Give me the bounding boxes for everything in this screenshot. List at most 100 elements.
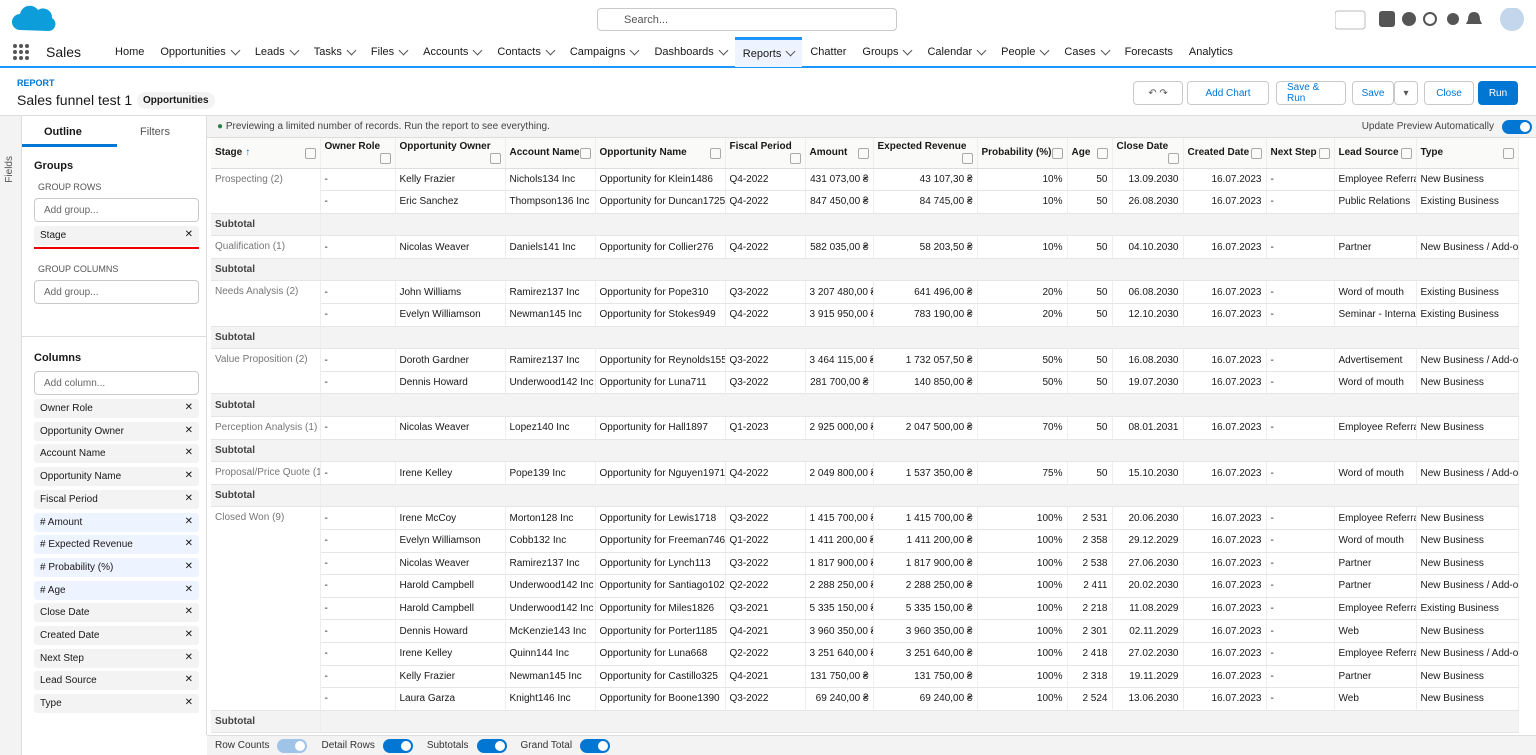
column-name: Lead Source — [40, 675, 97, 687]
button[interactable]: Run — [1478, 81, 1518, 105]
stage-cell: Perception Analysis (1) — [211, 416, 321, 440]
toggle[interactable] — [382, 738, 413, 753]
remove[interactable]: ✕ — [184, 697, 193, 709]
toggle[interactable] — [580, 738, 611, 753]
button[interactable]: Close — [1424, 81, 1474, 105]
remove[interactable]: ✕ — [184, 470, 193, 482]
nav-item[interactable]: Reports — [734, 37, 803, 67]
remove[interactable]: ✕ — [184, 674, 193, 686]
column-header[interactable]: Probability (%) — [977, 138, 1068, 169]
header-menu[interactable] — [1250, 147, 1262, 159]
column-header[interactable]: Created Date — [1183, 138, 1267, 169]
remove[interactable]: ✕ — [184, 447, 193, 459]
nav-item[interactable]: Cases — [1056, 37, 1116, 67]
remove[interactable]: ✕ — [184, 629, 193, 640]
nav-item[interactable]: Groups — [854, 37, 919, 67]
cell: Web — [1334, 687, 1417, 711]
subtotal-fill — [320, 326, 1519, 350]
add-group-input[interactable]: Add group... — [34, 198, 199, 222]
auto-update-toggle[interactable] — [1502, 120, 1532, 134]
column-pill: # Probability (%) ✕ — [34, 557, 199, 577]
column-header[interactable]: Fiscal Period — [725, 138, 806, 169]
search-box[interactable]: Search... — [597, 8, 897, 31]
cell: Partner — [1334, 552, 1417, 576]
column-header[interactable]: Stage ↑ — [211, 138, 321, 169]
column-header[interactable]: Owner Role — [320, 138, 396, 169]
cell: 2 049 800,00 ₴ — [805, 461, 874, 485]
column-header[interactable]: Opportunity Name — [595, 138, 726, 169]
nav-item[interactable]: Contacts — [489, 37, 561, 67]
remove[interactable]: ✕ — [184, 560, 193, 572]
remove[interactable]: ✕ — [184, 606, 193, 618]
nav-item[interactable]: Accounts — [415, 37, 489, 67]
nav-item[interactable]: Dashboards — [646, 37, 734, 67]
nav-item[interactable]: Chatter — [802, 37, 854, 67]
cell: 50 — [1067, 168, 1113, 192]
remove[interactable]: ✕ — [184, 651, 193, 663]
header-menu[interactable] — [579, 147, 591, 159]
cell: 69 240,00 ₴ — [805, 687, 874, 711]
header-menu[interactable] — [304, 147, 316, 159]
add-column-input[interactable]: Add column... — [34, 371, 199, 395]
header-menu[interactable] — [961, 153, 973, 165]
nav-item[interactable]: Leads — [247, 37, 306, 67]
remove[interactable]: ✕ — [184, 402, 193, 413]
add-group-column-input[interactable]: Add group... — [34, 280, 199, 304]
remove[interactable]: ✕ — [184, 583, 193, 595]
column-header[interactable]: Account Name — [505, 138, 596, 169]
header-menu[interactable] — [1400, 147, 1412, 159]
nav-item[interactable]: Opportunities — [152, 37, 246, 67]
nav-item[interactable]: People — [993, 37, 1056, 67]
column-name: Account Name — [40, 448, 106, 460]
fields-strip[interactable]: Fields — [0, 116, 22, 755]
subtotal-row: Subtotal — [211, 393, 1519, 418]
header-menu[interactable] — [1502, 147, 1514, 159]
undo-redo[interactable]: ↶ ↷ — [1133, 81, 1183, 105]
remove[interactable]: ✕ — [184, 424, 193, 436]
nav-item[interactable]: Campaigns — [562, 37, 647, 67]
header-label: Type — [1420, 146, 1444, 158]
header-menu[interactable] — [709, 147, 721, 159]
nav-item[interactable]: Files — [363, 37, 415, 67]
column-header[interactable]: Amount — [805, 138, 874, 169]
header-menu[interactable] — [1096, 147, 1108, 159]
subtotal-fill — [320, 393, 1519, 418]
cell: 27.02.2030 — [1112, 642, 1184, 666]
column-header[interactable]: Opportunity Owner — [395, 138, 506, 169]
nav-item[interactable]: Calendar — [919, 37, 993, 67]
header-menu[interactable] — [789, 153, 801, 165]
column-header[interactable]: Close Date — [1112, 138, 1184, 169]
column-header[interactable]: Type — [1416, 138, 1519, 169]
header-menu[interactable] — [489, 153, 501, 165]
header-menu[interactable] — [1318, 147, 1330, 159]
button[interactable]: Save & Run — [1276, 81, 1346, 105]
app-launcher[interactable] — [12, 43, 30, 61]
toggle[interactable] — [277, 738, 308, 753]
header-menu[interactable] — [1167, 153, 1179, 165]
button[interactable]: Add Chart — [1187, 81, 1269, 105]
remove[interactable]: ✕ — [184, 515, 193, 527]
remove[interactable]: ✕ — [184, 492, 193, 504]
remove[interactable]: ✕ — [184, 229, 193, 240]
tab-filters[interactable]: Filters — [140, 126, 170, 138]
header-menu[interactable] — [1051, 147, 1063, 159]
column-header[interactable]: Next Step — [1266, 138, 1335, 169]
nav-item[interactable]: Forecasts — [1117, 37, 1181, 67]
button[interactable]: Save — [1352, 81, 1394, 105]
column-header[interactable]: Lead Source — [1334, 138, 1417, 169]
remove[interactable]: ✕ — [184, 538, 193, 550]
nav-item[interactable]: Tasks — [306, 37, 363, 67]
column-header[interactable]: Expected Revenue — [873, 138, 978, 169]
cell: New Business / Add-on — [1416, 461, 1519, 485]
header-menu[interactable] — [379, 153, 391, 165]
toggle[interactable] — [476, 738, 507, 753]
column-name: Close Date — [40, 607, 90, 619]
nav-item[interactable]: Home — [107, 37, 152, 67]
save-menu[interactable]: ▾ — [1394, 81, 1418, 105]
column-header[interactable]: Age — [1067, 138, 1113, 169]
nav-item[interactable]: Analytics — [1181, 37, 1241, 67]
tab-outline[interactable]: Outline — [44, 126, 82, 138]
header-menu[interactable] — [857, 147, 869, 159]
fields-tab[interactable]: Fields — [4, 156, 15, 183]
cell: Evelyn Williamson — [395, 529, 506, 553]
